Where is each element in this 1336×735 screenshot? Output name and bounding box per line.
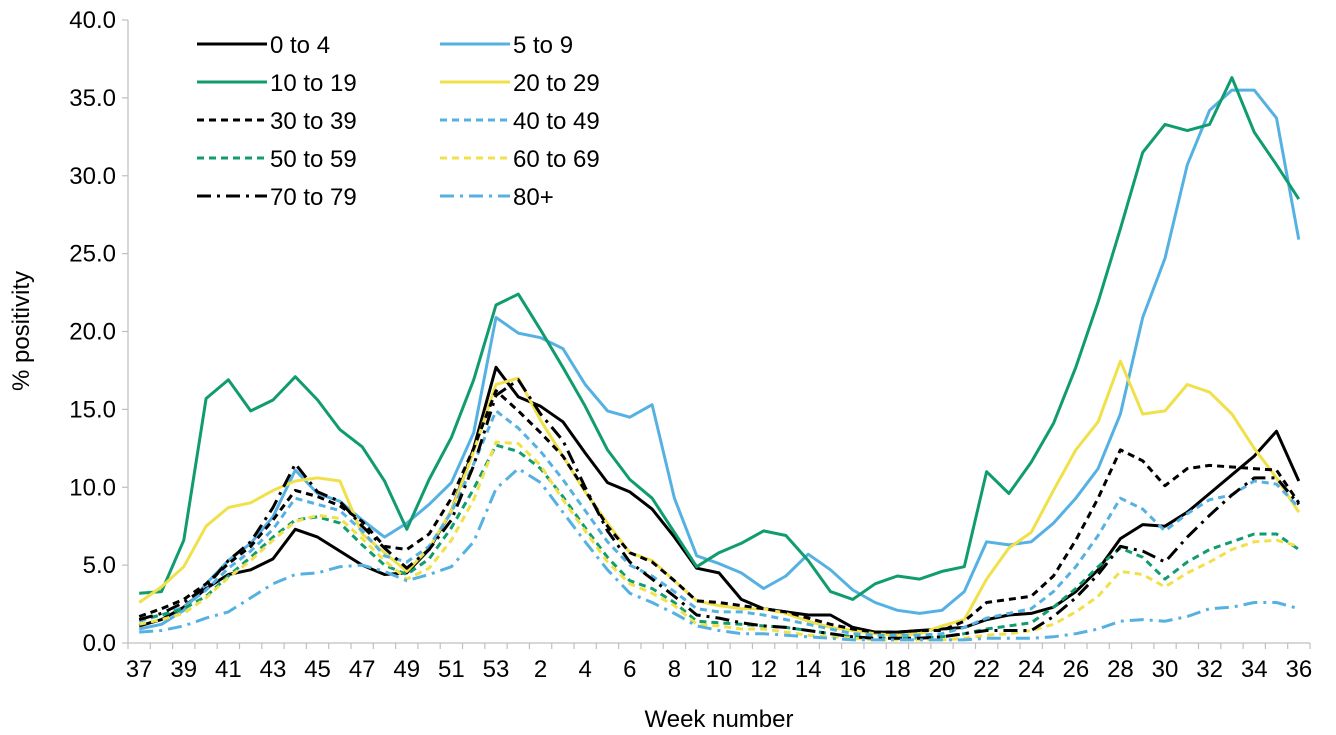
series-line-2 <box>138 88 1301 631</box>
series-line-8 <box>138 440 1300 642</box>
legend-label: 50 to 59 <box>270 146 357 173</box>
series-line-7 <box>138 443 1300 640</box>
x-tick-label: 6 <box>623 656 636 683</box>
y-tick-label: 40.0 <box>69 7 116 34</box>
x-tick-label: 4 <box>579 656 592 683</box>
x-tick-label: 45 <box>304 656 331 683</box>
x-tick-label: 18 <box>884 656 911 683</box>
legend-label: 30 to 39 <box>270 108 357 135</box>
legend-label: 5 to 9 <box>513 32 573 59</box>
x-tick-label: 32 <box>1196 656 1223 683</box>
series-line-3 <box>139 76 1301 601</box>
x-tick-label: 41 <box>215 656 242 683</box>
series-line-1 <box>138 365 1301 634</box>
x-tick-label: 14 <box>795 656 822 683</box>
y-tick-label: 0.0 <box>83 630 116 657</box>
series-line-5 <box>138 389 1301 634</box>
series-line-9 <box>138 378 1300 640</box>
legend-label: 10 to 19 <box>270 70 357 97</box>
series-line-4 <box>138 359 1301 637</box>
y-tick-label: 10.0 <box>69 474 116 501</box>
legend-label: 40 to 49 <box>513 108 600 135</box>
x-axis-title: Week number <box>645 706 794 733</box>
series-line-10 <box>139 467 1300 642</box>
x-tick-label: 24 <box>1018 656 1045 683</box>
y-tick-label: 5.0 <box>83 552 116 579</box>
legend-label: 70 to 79 <box>270 184 357 211</box>
x-tick-label: 10 <box>706 656 733 683</box>
x-tick-label: 36 <box>1285 656 1312 683</box>
x-tick-label: 28 <box>1107 656 1134 683</box>
x-tick-label: 8 <box>668 656 681 683</box>
x-tick-label: 2 <box>534 656 547 683</box>
x-tick-label: 49 <box>393 656 420 683</box>
x-tick-label: 30 <box>1152 656 1179 683</box>
y-tick-label: 35.0 <box>69 85 116 112</box>
legend-label: 80+ <box>513 184 554 211</box>
y-tick-label: 25.0 <box>69 241 116 268</box>
y-axis-title: % positivity <box>8 271 35 391</box>
x-tick-label: 26 <box>1062 656 1089 683</box>
y-tick-label: 20.0 <box>69 319 116 346</box>
x-tick-label: 22 <box>973 656 1000 683</box>
x-tick-label: 51 <box>438 656 465 683</box>
x-tick-label: 39 <box>170 656 197 683</box>
y-ticks: 0.0 5.0 10.0 15.0 20.0 25.0 30.0 35.0 40.0 <box>69 7 128 657</box>
x-tick-label: 47 <box>349 656 376 683</box>
x-tick-label: 37 <box>126 656 153 683</box>
x-tick-label: 20 <box>929 656 956 683</box>
legend-label: 60 to 69 <box>513 146 600 173</box>
legend-label: 0 to 4 <box>270 32 330 59</box>
plot-lines <box>138 76 1301 642</box>
series-line-6 <box>138 409 1300 637</box>
x-tick-label: 43 <box>260 656 287 683</box>
x-ticks: 37 39 41 43 45 47 49 51 53 2 4 6 8 10 12 14 16 18 20 22 24 26… <box>126 643 1312 683</box>
x-tick-label: 12 <box>750 656 777 683</box>
x-tick-label: 53 <box>483 656 510 683</box>
x-tick-label: 34 <box>1241 656 1268 683</box>
legend: 0 to 4 5 to 9 10 to 19 20 to 29 30 to 39 40 t… <box>197 32 600 211</box>
y-tick-label: 15.0 <box>69 396 116 423</box>
x-tick-label: 16 <box>839 656 866 683</box>
legend-label: 20 to 29 <box>513 70 600 97</box>
y-tick-label: 30.0 <box>69 163 116 190</box>
